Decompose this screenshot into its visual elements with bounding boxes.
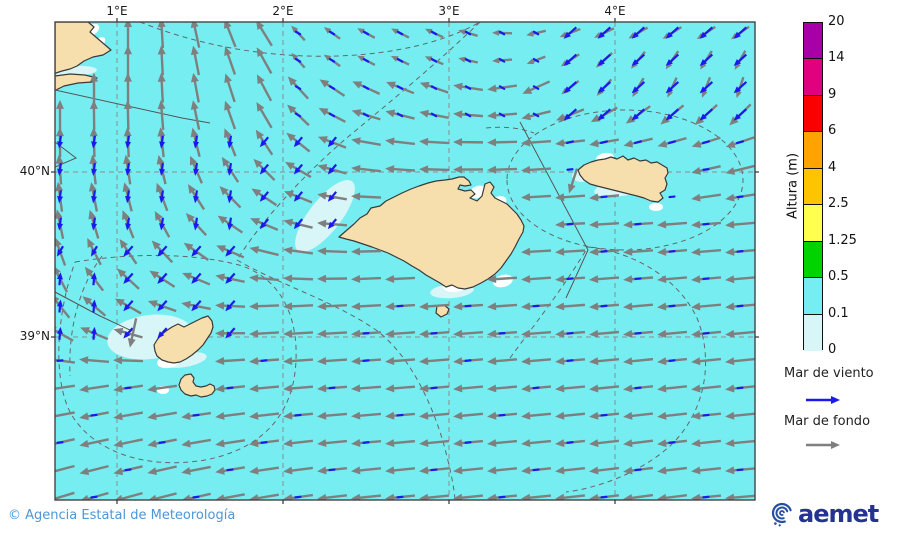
colorbar-tick-label: 0.1 (828, 305, 849, 321)
colorbar-segment (804, 278, 822, 315)
lon-label-4e: 4°E (604, 4, 626, 18)
colorbar-tick-label: 2.5 (828, 196, 849, 212)
colorbar-tick-label: 1.25 (828, 232, 857, 248)
colorbar-tick-label: 0 (828, 342, 837, 357)
colorbar-segment (804, 59, 822, 96)
colorbar-segment (804, 205, 822, 242)
wind-sea-label: Mar de viento (784, 366, 874, 381)
aemet-logo-text: aemet (798, 500, 879, 528)
legend-title: Altura (m) (785, 152, 801, 220)
height-colorbar (803, 22, 823, 351)
colorbar-tick-label: 6 (828, 123, 837, 139)
colorbar-tick-label: 0.5 (828, 269, 849, 285)
colorbar-segment (804, 23, 822, 60)
copyright-text: © Agencia Estatal de Meteorología (8, 508, 236, 523)
colorbar-segment (804, 314, 822, 351)
swell-arrow-icon (806, 441, 840, 449)
lon-label-2e: 2°E (272, 4, 294, 18)
colorbar-tick-label: 4 (828, 159, 837, 175)
colorbar-segment (804, 168, 822, 206)
lon-label-3e: 3°E (438, 4, 460, 18)
colorbar-tick-label: 14 (828, 50, 845, 66)
wind-sea-arrow-icon (806, 396, 840, 404)
colorbar-tick-label: 9 (828, 86, 837, 102)
colorbar-segment (804, 132, 822, 169)
swell-label: Mar de fondo (784, 414, 871, 429)
colorbar-segment (804, 241, 822, 279)
lat-label-40n: 40°N (19, 164, 50, 178)
lat-label-39n: 39°N (19, 329, 50, 343)
lon-label-1e: 1°E (106, 4, 128, 18)
aemet-logo-icon (771, 502, 792, 527)
colorbar-tick-label: 20 (828, 14, 845, 29)
colorbar-segment (804, 95, 822, 133)
